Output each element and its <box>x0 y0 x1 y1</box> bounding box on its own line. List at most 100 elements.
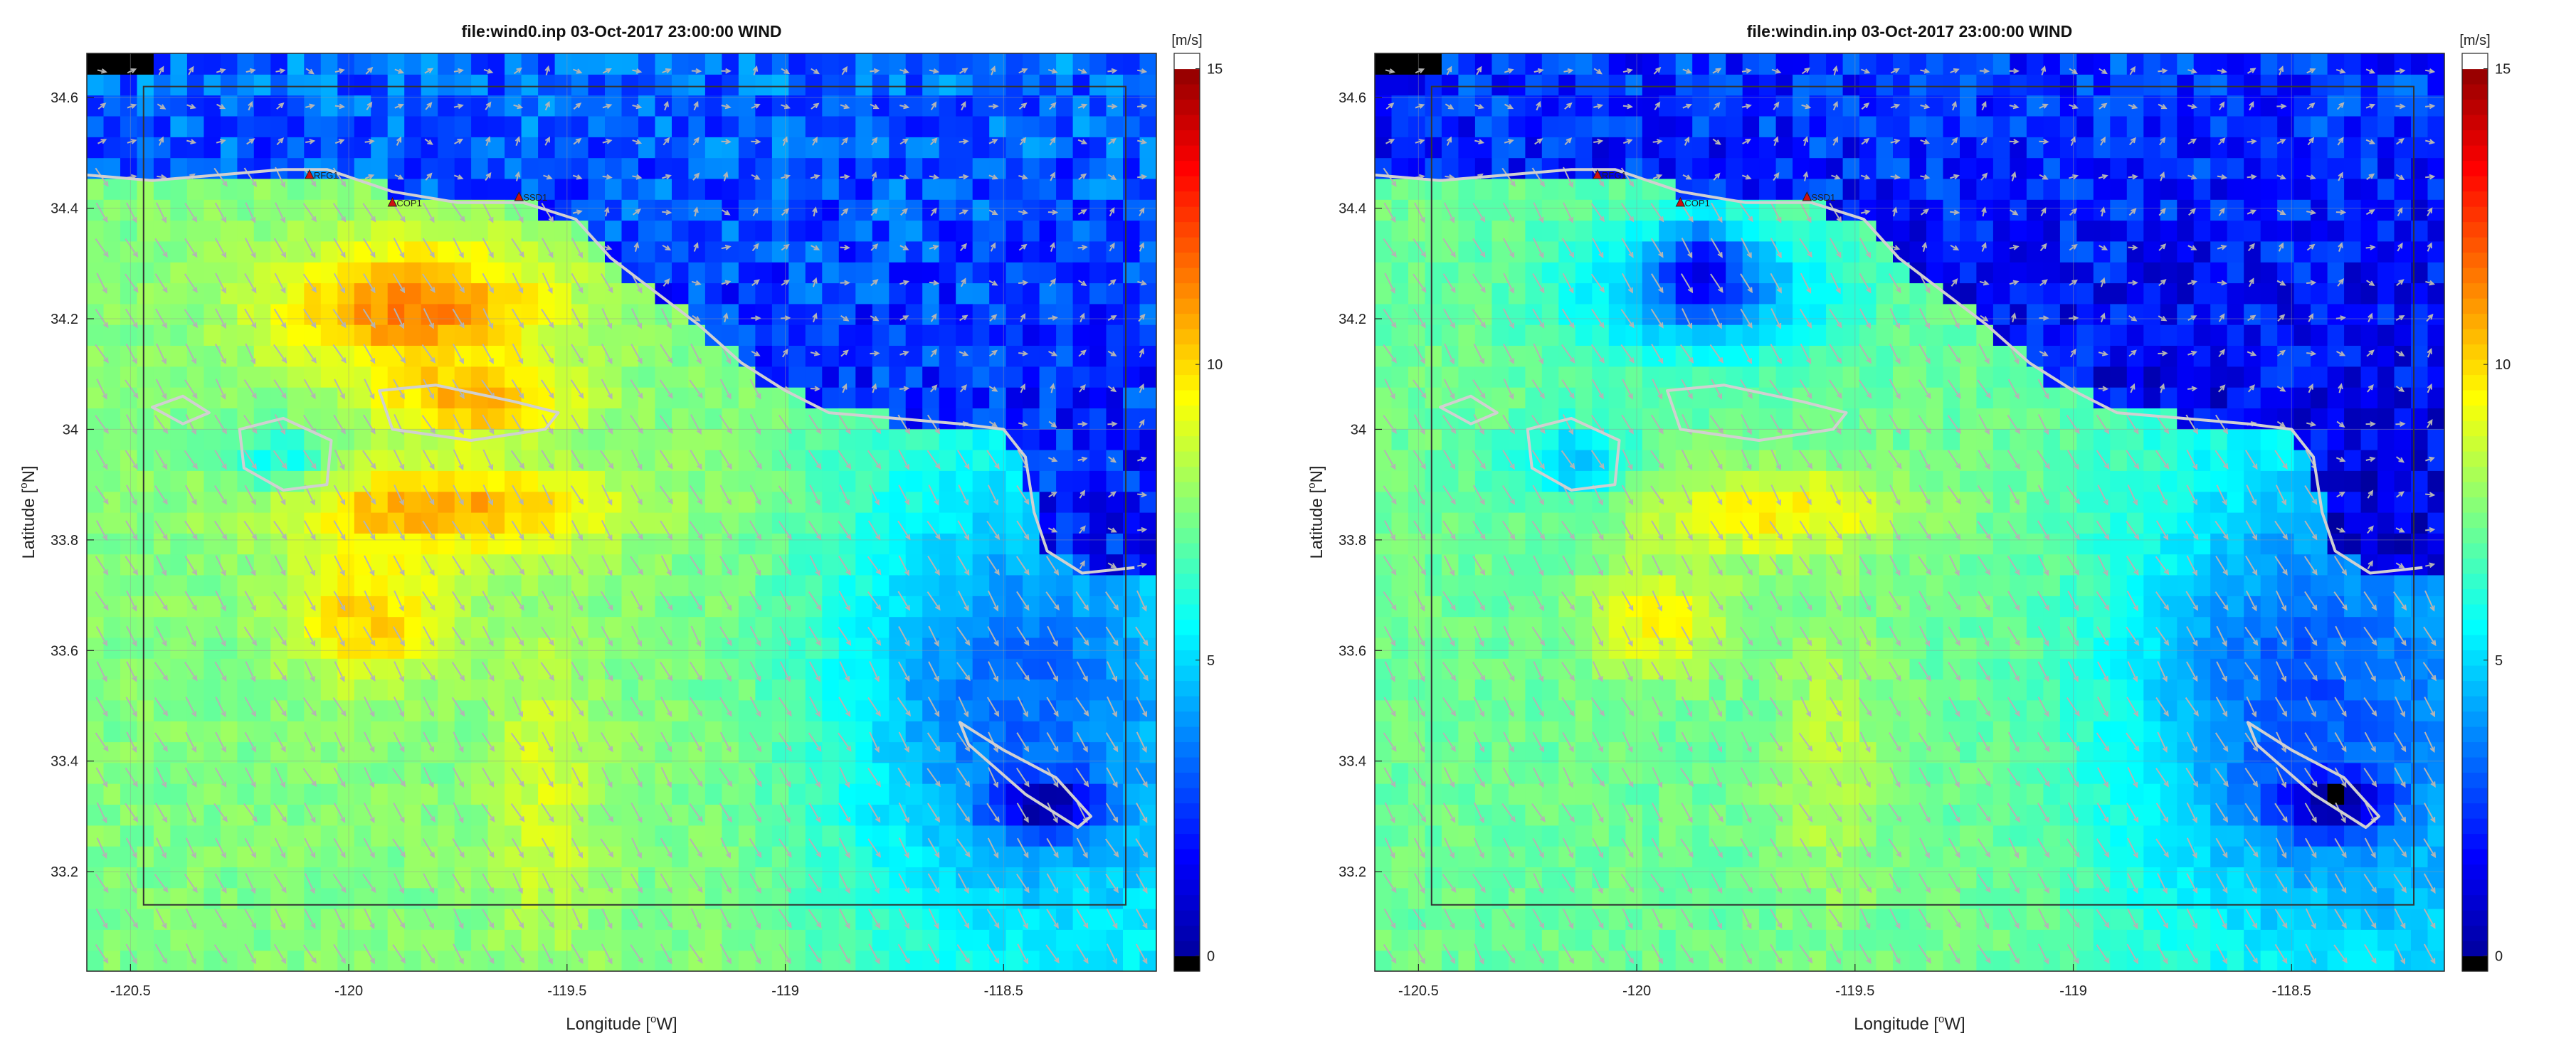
wind-arrow-head <box>340 852 346 859</box>
speed-cell <box>1425 199 1442 221</box>
speed-cell <box>1023 178 1040 200</box>
speed-cell <box>1005 699 1023 721</box>
speed-cell <box>1039 74 1057 96</box>
wind-arrow <box>392 944 406 963</box>
speed-cell <box>270 929 288 951</box>
speed-cell <box>889 867 907 889</box>
speed-cell <box>538 867 556 889</box>
wind-arrow <box>719 768 732 787</box>
speed-cell <box>521 762 539 784</box>
speed-cell <box>253 157 271 179</box>
speed-cell <box>989 157 1007 179</box>
speed-cell <box>722 366 739 388</box>
speed-cell <box>170 137 188 159</box>
speed-cell <box>87 428 105 450</box>
speed-cell <box>956 303 973 325</box>
wind-arrow <box>362 874 376 892</box>
wind-arrow <box>154 520 168 539</box>
wind-arrow-head <box>607 958 613 965</box>
speed-cell <box>571 721 589 743</box>
wind-arrow <box>1135 909 1148 928</box>
speed-cell <box>922 282 940 305</box>
wind-arrow-head <box>250 570 256 576</box>
wind-arrow-head <box>400 957 406 964</box>
wind-arrow-head <box>549 640 554 647</box>
speed-cell <box>872 220 890 242</box>
wind-arrow-head <box>874 676 880 682</box>
wind-arrow-head <box>399 569 405 576</box>
speed-cell <box>337 116 355 137</box>
speed-cell <box>505 324 522 346</box>
speed-cell <box>554 867 572 889</box>
speed-cell <box>722 575 739 596</box>
speed-cell <box>153 533 171 555</box>
speed-cell <box>838 825 856 847</box>
wind-arrow <box>1016 520 1030 540</box>
speed-cell <box>621 74 639 96</box>
speed-cell <box>438 783 455 805</box>
speed-cell <box>989 428 1007 450</box>
speed-cell <box>521 512 539 534</box>
speed-cell <box>605 783 623 805</box>
colorbar-segment <box>1174 344 1200 360</box>
wind-arrow <box>927 556 940 575</box>
speed-cell <box>688 303 706 325</box>
speed-cell <box>304 408 322 430</box>
speed-cell <box>320 721 338 743</box>
wind-arrow <box>956 662 971 680</box>
speed-cell <box>822 533 840 555</box>
wind-arrow-head <box>1141 746 1147 753</box>
wind-arrow-head <box>1023 958 1029 965</box>
wind-arrow-head <box>991 386 998 392</box>
speed-cell <box>204 909 221 930</box>
speed-cell <box>371 262 389 284</box>
speed-cell <box>204 470 221 492</box>
wind-arrow-head <box>991 242 996 249</box>
wind-arrow <box>482 449 493 470</box>
wind-arrow-head <box>786 746 792 752</box>
speed-cell <box>253 137 271 159</box>
speed-cell <box>771 679 789 701</box>
speed-cell <box>1005 596 1023 618</box>
wind-arrow <box>481 697 495 716</box>
speed-cell <box>404 491 422 513</box>
speed-cell <box>588 929 606 951</box>
wind-arrow-head <box>281 887 287 894</box>
speed-cell <box>621 909 639 930</box>
speed-cell <box>304 929 322 951</box>
speed-cell <box>704 887 722 909</box>
speed-cell <box>170 887 188 909</box>
speed-cell <box>605 512 623 534</box>
speed-cell <box>287 637 305 659</box>
speed-cell <box>922 178 940 200</box>
speed-cell <box>354 721 371 743</box>
speed-cell <box>688 95 706 117</box>
speed-cell <box>855 262 873 284</box>
speed-cell <box>805 262 823 284</box>
speed-cell <box>204 887 221 909</box>
speed-cell <box>605 887 623 909</box>
speed-cell <box>287 825 305 847</box>
wind-arrow <box>125 556 138 575</box>
speed-cell <box>855 637 873 659</box>
speed-cell <box>170 616 188 638</box>
speed-cell <box>354 783 371 805</box>
wind-arrow-head <box>102 922 108 929</box>
wind-arrow <box>482 308 494 329</box>
speed-cell <box>253 929 271 951</box>
speed-cell <box>922 783 940 805</box>
wind-arrow-head <box>727 463 732 470</box>
speed-cell <box>1425 178 1442 200</box>
speed-cell <box>220 825 238 847</box>
wind-arrow <box>481 732 495 751</box>
wind-arrow-head <box>191 251 198 258</box>
speed-cell <box>354 345 371 367</box>
wind-arrow-head <box>162 816 168 823</box>
wind-arrow-head <box>458 499 464 506</box>
speed-cell <box>170 909 188 930</box>
speed-cell <box>588 220 606 242</box>
speed-cell <box>688 825 706 847</box>
wind-arrow-head <box>697 746 702 753</box>
speed-cell <box>872 282 890 305</box>
wind-arrow-head <box>340 428 346 435</box>
